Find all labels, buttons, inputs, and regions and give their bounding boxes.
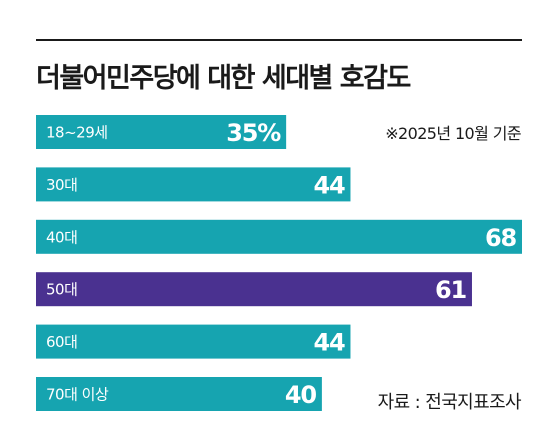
bar-value-label: 68 [485,224,516,252]
chart-title: 더불어민주당에 대한 세대별 호감도 [36,63,411,94]
bar-value-label: 44 [313,329,344,357]
bar-category-label: 70대 이상 [46,386,109,404]
bar-category-label: 30대 [46,176,77,194]
chart-source: 자료 : 전국지표조사 [377,392,522,413]
bar [36,167,351,202]
bar-group: 30대 44 [36,167,351,202]
bar-value-label: 40 [285,381,316,409]
bar [36,377,322,411]
bar-category-label: 18~29세 [46,124,108,142]
bar [36,219,522,254]
bar-value-label: 44 [313,171,344,199]
bar-value-label: 61 [435,276,466,304]
chart-note: ※2025년 10월 기준 [385,124,521,143]
bar [36,272,472,307]
bar-category-label: 50대 [46,281,77,299]
bar-value-label: 35% [226,119,281,147]
top-rule [36,39,522,41]
bar-group: 18~29세 35% [36,115,287,149]
bar-group: 50대 61 [36,272,472,307]
bar [36,115,287,149]
bar-group: 40대 68 [36,219,522,254]
bar-group: 60대 44 [36,324,351,359]
bar [36,324,351,359]
bar-category-label: 40대 [46,228,77,246]
bar-group: 70대 이상 40 [36,377,322,411]
bar-category-label: 60대 [46,333,77,351]
